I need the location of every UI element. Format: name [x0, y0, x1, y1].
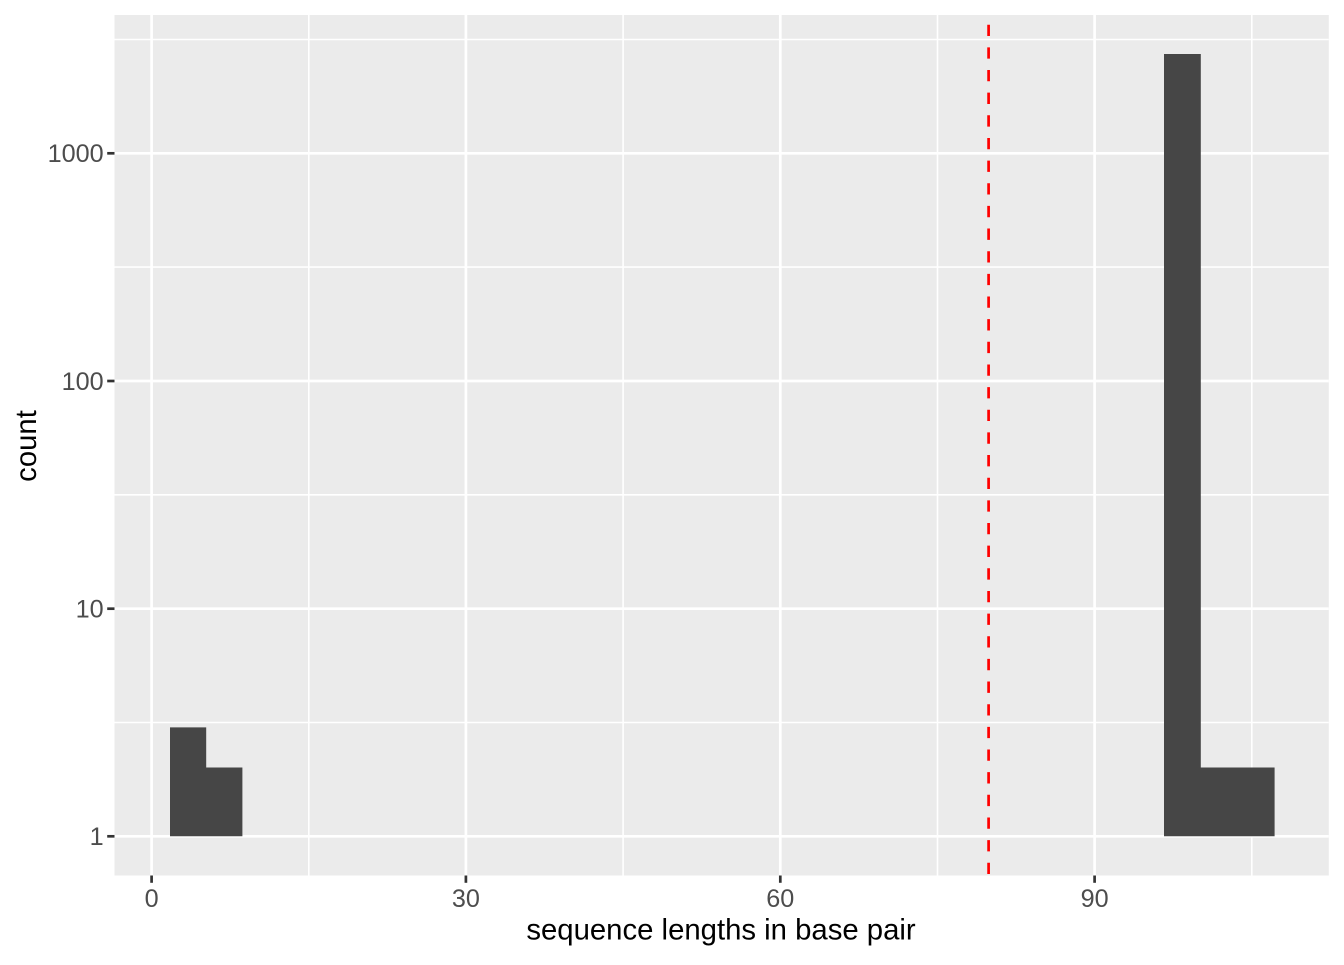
svg-text:30: 30 [452, 885, 480, 913]
svg-text:1: 1 [90, 823, 104, 851]
svg-text:60: 60 [766, 885, 794, 913]
svg-text:count: count [10, 410, 43, 482]
svg-text:10: 10 [76, 596, 104, 624]
svg-text:1000: 1000 [48, 140, 104, 168]
svg-text:0: 0 [145, 885, 159, 913]
svg-text:sequence lengths in base pair: sequence lengths in base pair [526, 914, 916, 947]
svg-text:90: 90 [1081, 885, 1109, 913]
svg-text:100: 100 [62, 368, 104, 396]
